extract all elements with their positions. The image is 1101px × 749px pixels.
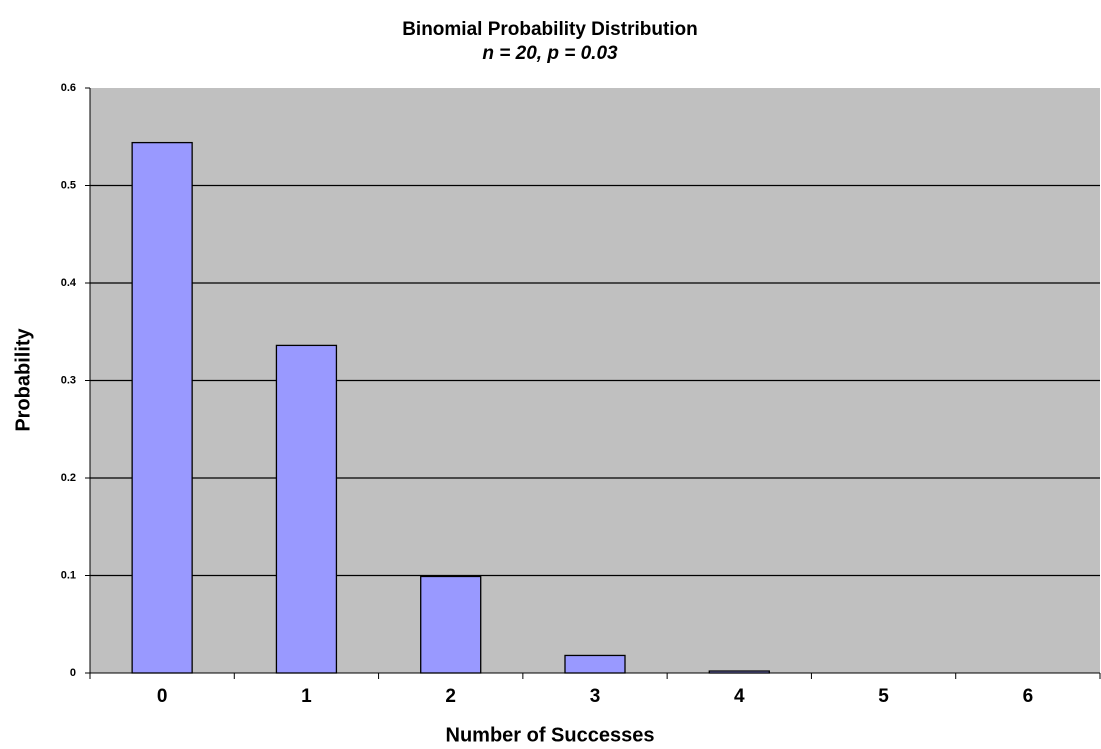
x-axis-label: Number of Successes [446, 724, 655, 746]
y-tick-label: 0.5 [61, 179, 76, 191]
y-axis-label: Probability [12, 327, 34, 431]
x-tick-label: 3 [590, 686, 601, 707]
y-tick-label: 0.4 [61, 277, 77, 289]
y-tick-label: 0 [70, 667, 76, 679]
bar [564, 654, 626, 674]
x-tick-label: 5 [878, 686, 889, 707]
chart-subtitle: n = 20, p = 0.03 [482, 43, 618, 64]
y-tick-label: 0.2 [61, 472, 76, 484]
bar [420, 575, 482, 674]
chart-title: Binomial Probability Distribution [402, 19, 698, 40]
y-tick-label: 0.3 [61, 374, 76, 386]
bar [131, 141, 193, 674]
bar [275, 344, 338, 674]
x-tick-label: 0 [157, 686, 168, 707]
y-tick-label: 0.6 [61, 82, 76, 94]
x-tick-label: 4 [734, 686, 745, 707]
x-tick-label: 6 [1023, 686, 1034, 707]
y-tick-label: 0.1 [61, 569, 76, 581]
x-tick-label: 1 [301, 686, 312, 707]
x-tick-label: 2 [445, 686, 456, 707]
